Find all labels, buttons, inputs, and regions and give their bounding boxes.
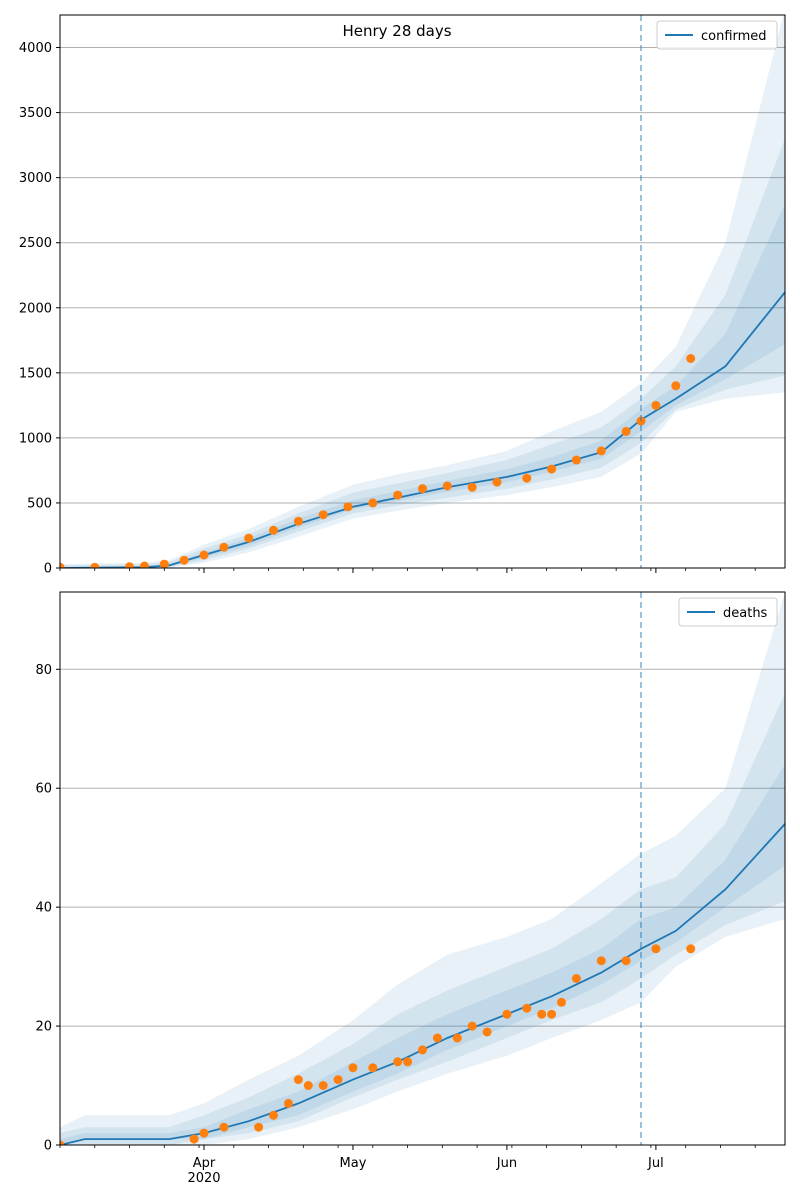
observed-point	[343, 502, 353, 512]
uncertainty-band	[60, 693, 785, 1145]
observed-point	[686, 354, 696, 363]
legend-box	[678, 597, 778, 627]
observed-point	[219, 542, 229, 552]
x-tick-label: Apr	[193, 1156, 216, 1171]
uncertainty-band	[60, 15, 785, 568]
y-tick-label: 40	[35, 901, 52, 916]
observed-point	[199, 1128, 209, 1138]
observed-point	[254, 1122, 264, 1132]
observed-point	[244, 533, 254, 543]
observed-point	[418, 1045, 427, 1055]
chart-title: Henry 28 days	[342, 22, 451, 40]
observed-point	[432, 1033, 442, 1043]
observed-point	[269, 525, 278, 535]
y-tick-label: 20	[35, 1020, 52, 1035]
y-tick-label: 0	[44, 562, 52, 577]
observed-point	[368, 1063, 378, 1073]
observed-point	[651, 944, 661, 954]
y-tick-label: 1000	[19, 431, 52, 446]
observed-point	[502, 1009, 512, 1019]
observed-point	[522, 1003, 532, 1013]
observed-point	[522, 473, 532, 483]
observed-point	[293, 516, 303, 526]
observed-point	[125, 562, 134, 568]
observed-point	[283, 1098, 293, 1108]
observed-point	[442, 481, 452, 491]
observed-point	[482, 1027, 492, 1037]
observed-point	[60, 1140, 65, 1145]
observed-point	[467, 1021, 477, 1031]
observed-point	[571, 455, 581, 465]
axes-frame	[59, 14, 786, 569]
observed-point	[651, 400, 661, 410]
y-tick-label: 1500	[19, 366, 52, 381]
y-tick-label: 80	[35, 663, 52, 678]
observed-point	[418, 484, 427, 494]
observed-point	[621, 426, 631, 436]
observed-point	[303, 1081, 313, 1090]
x-tick-label: Jun	[496, 1156, 517, 1171]
observed-point	[596, 956, 606, 966]
observed-point	[596, 446, 606, 456]
observed-point	[293, 1075, 303, 1085]
legend-box	[656, 20, 778, 50]
y-tick-label: 500	[27, 496, 52, 511]
plot-area	[60, 592, 785, 1145]
y-tick-label: 3000	[19, 171, 52, 186]
uncertainty-band	[60, 764, 785, 1145]
chart-panel-1: 0 500 1000 1500 2000 2500 3000 3500 4000 Henry 28…	[19, 14, 786, 577]
y-tick-label: 0	[44, 1139, 52, 1154]
observed-point	[159, 559, 169, 568]
observed-point	[189, 1134, 199, 1144]
observed-point	[452, 1033, 462, 1043]
axes-frame	[59, 591, 786, 1146]
uncertainty-band	[60, 203, 785, 568]
y-tick-label: 2500	[19, 236, 52, 251]
observed-point	[368, 498, 378, 508]
observed-point	[393, 1057, 403, 1067]
observed-point	[571, 974, 581, 983]
x-tick-label: Jul	[647, 1156, 664, 1171]
y-tick-label: 3500	[19, 106, 52, 121]
x-tick-sublabel: 2020	[187, 1171, 220, 1186]
observed-point	[348, 1063, 358, 1073]
plot-area	[60, 15, 785, 568]
observed-point	[179, 555, 189, 565]
observed-point	[199, 550, 209, 560]
uncertainty-band	[60, 592, 785, 1145]
observed-point	[547, 1009, 557, 1019]
observed-point	[537, 1009, 547, 1019]
observed-point	[547, 464, 557, 474]
observed-point	[671, 381, 681, 391]
y-tick-label: 60	[35, 782, 52, 797]
observed-point	[318, 510, 328, 520]
observed-point	[318, 1081, 328, 1090]
series-line-confirmed	[60, 291, 785, 568]
legend-label: deaths	[723, 606, 768, 621]
y-tick-label: 2000	[19, 301, 52, 316]
observed-point	[333, 1075, 343, 1085]
observed-point	[621, 956, 631, 966]
y-tick-label: 4000	[19, 41, 52, 56]
observed-point	[557, 997, 566, 1007]
observed-point	[90, 562, 100, 568]
uncertainty-band	[60, 138, 785, 568]
observed-point	[139, 561, 149, 568]
observed-point	[219, 1122, 229, 1132]
observed-point	[60, 562, 65, 568]
observed-point	[686, 944, 696, 954]
observed-point	[269, 1110, 278, 1120]
x-tick-label: May	[340, 1156, 367, 1171]
observed-point	[467, 482, 477, 492]
legend-label: confirmed	[701, 29, 767, 44]
observed-point	[403, 1057, 413, 1067]
observed-point	[492, 477, 502, 487]
observed-point	[393, 490, 403, 500]
